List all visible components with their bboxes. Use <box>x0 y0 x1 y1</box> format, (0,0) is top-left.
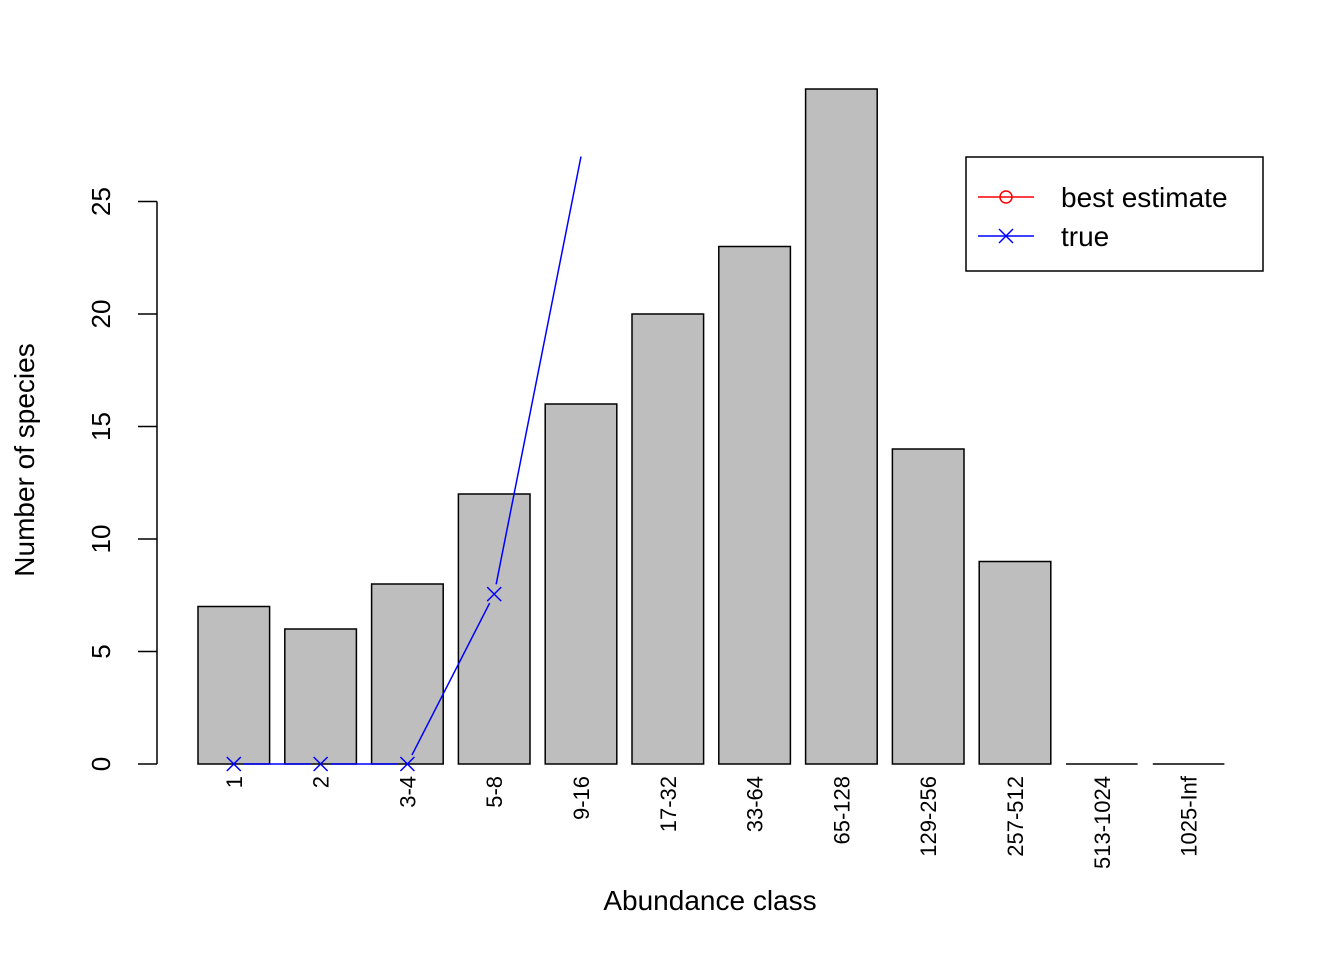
legend-entry-true: true <box>978 221 1109 252</box>
bar <box>370 583 444 765</box>
bar <box>197 605 271 765</box>
series-line-segment <box>495 156 582 585</box>
y-tick-label: 25 <box>86 187 116 216</box>
series-x-marker <box>313 756 329 772</box>
legend: best estimate true <box>965 156 1264 272</box>
x-tick-label: 2 <box>309 776 334 788</box>
y-tick-label: 5 <box>86 644 116 658</box>
bar <box>631 313 705 765</box>
legend-label-best-estimate: best estimate <box>1061 182 1228 213</box>
x-tick-label: 5-8 <box>482 776 507 808</box>
bar <box>457 493 531 765</box>
bars-group <box>197 88 1225 765</box>
x-tick-label: 257-512 <box>1003 776 1028 857</box>
bar <box>978 560 1052 765</box>
x-tick-label: 9-16 <box>569 776 594 820</box>
y-axis: 0 5 10 15 20 25 <box>86 187 158 771</box>
x-tick-label: 33-64 <box>743 776 768 832</box>
legend-entry-best-estimate: best estimate <box>978 182 1228 213</box>
x-tick-labels: 1 2 3-4 5-8 9-16 17-32 33-64 65-128 129-256 257-5… <box>222 775 1202 869</box>
lines-group <box>226 156 582 772</box>
x-tick-label: 513-1024 <box>1090 776 1115 869</box>
y-tick-label: 15 <box>86 412 116 441</box>
series-x-marker <box>226 756 242 772</box>
x-tick-label: 1025-Inf <box>1177 775 1202 857</box>
series-x-marker <box>486 586 502 602</box>
y-tick-label: 0 <box>86 757 116 771</box>
y-tick-label: 10 <box>86 525 116 554</box>
legend-box <box>965 156 1264 272</box>
bar <box>718 245 792 765</box>
legend-x-marker <box>998 228 1014 244</box>
x-tick-label: 1 <box>222 776 247 788</box>
x-tick-label: 3-4 <box>395 776 420 808</box>
bar <box>891 448 965 765</box>
bar <box>284 628 358 765</box>
bar <box>544 403 618 765</box>
series-x-marker <box>399 756 415 772</box>
y-axis-title: Number of species <box>9 343 40 576</box>
x-axis-title: Abundance class <box>603 885 816 916</box>
bar <box>804 88 878 765</box>
x-tick-label: 65-128 <box>829 776 854 845</box>
series-line-segment <box>411 602 491 756</box>
legend-label-true: true <box>1061 221 1109 252</box>
legend-circle-marker <box>999 190 1013 204</box>
x-tick-label: 17-32 <box>656 776 681 832</box>
x-tick-label: 129-256 <box>916 776 941 857</box>
y-tick-label: 20 <box>86 300 116 329</box>
